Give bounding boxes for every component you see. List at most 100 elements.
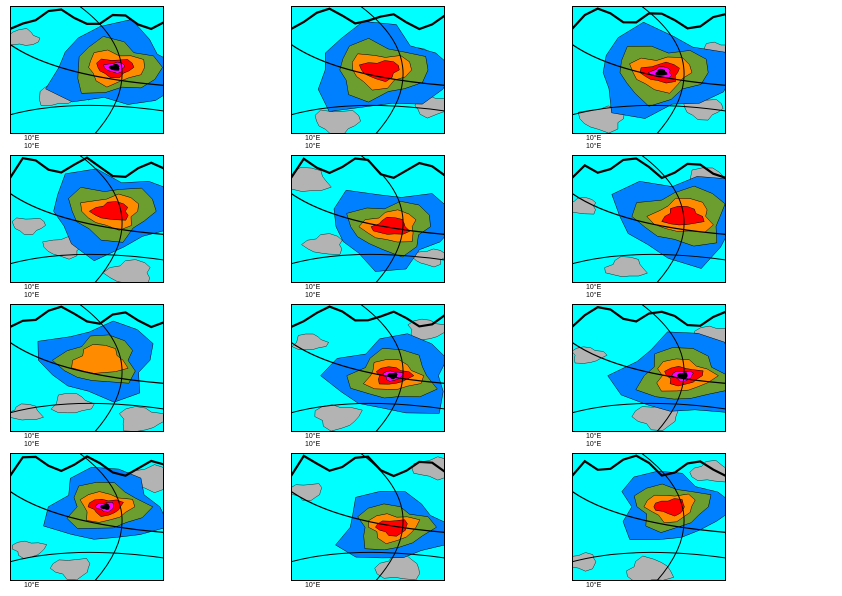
precipitation-map bbox=[10, 6, 164, 134]
longitude-label: 10°E bbox=[24, 582, 40, 589]
longitude-label: 10°E bbox=[586, 433, 602, 440]
contour-level-6 bbox=[655, 68, 668, 76]
panel-frame bbox=[10, 155, 164, 283]
contour-level-4 bbox=[375, 519, 408, 537]
coastline bbox=[572, 454, 726, 477]
contour-level-6 bbox=[100, 503, 110, 510]
precipitation-map bbox=[291, 6, 445, 134]
coastline bbox=[572, 306, 726, 328]
boundary-line bbox=[291, 402, 445, 414]
boundary-line bbox=[10, 402, 164, 414]
boundary-line bbox=[572, 490, 726, 533]
boundary-line bbox=[291, 192, 445, 235]
boundary-line bbox=[360, 453, 404, 581]
longitude-label: 10°E bbox=[305, 433, 321, 440]
coastline bbox=[10, 305, 164, 329]
precipitation-map bbox=[572, 155, 726, 283]
boundary-line bbox=[79, 155, 123, 283]
longitude-label: 10°E bbox=[305, 441, 321, 448]
panel-frame bbox=[10, 6, 164, 134]
boundary-line bbox=[360, 304, 404, 432]
boundary-line bbox=[291, 104, 445, 116]
map-layers bbox=[291, 453, 445, 581]
map-layers bbox=[291, 6, 445, 134]
map-panel bbox=[10, 453, 164, 581]
boundary-line bbox=[360, 155, 404, 283]
precipitation-map bbox=[572, 304, 726, 432]
coastline bbox=[291, 454, 445, 478]
map-layers bbox=[291, 155, 445, 283]
longitude-label: 10°E bbox=[305, 143, 321, 150]
map-layers bbox=[572, 453, 726, 581]
map-panel bbox=[291, 453, 445, 581]
boundary-line bbox=[572, 253, 726, 265]
panel-frame bbox=[291, 6, 445, 134]
boundary-line bbox=[572, 551, 726, 563]
longitude-label: 10°E bbox=[24, 143, 40, 150]
longitude-label: 10°E bbox=[586, 292, 602, 299]
map-layers bbox=[572, 6, 726, 134]
longitude-label: 10°E bbox=[24, 441, 40, 448]
coastline bbox=[572, 157, 726, 180]
boundary-line bbox=[291, 490, 445, 533]
low-shade-region bbox=[119, 406, 164, 432]
panel-frame bbox=[10, 304, 164, 432]
map-panel bbox=[291, 6, 445, 134]
longitude-label: 10°E bbox=[586, 143, 602, 150]
low-shade-region bbox=[291, 483, 323, 501]
coastline bbox=[291, 305, 445, 329]
low-shade-region bbox=[301, 233, 343, 255]
contour-level-4 bbox=[370, 216, 411, 235]
coastline bbox=[291, 7, 445, 31]
low-shade-region bbox=[12, 217, 46, 235]
longitude-label: 10°E bbox=[586, 441, 602, 448]
boundary-line bbox=[79, 453, 123, 581]
boundary-line bbox=[291, 43, 445, 86]
low-shade-region bbox=[291, 333, 329, 350]
boundary-line bbox=[641, 6, 685, 134]
boundary-line bbox=[572, 402, 726, 414]
longitude-label: 10°E bbox=[586, 135, 602, 142]
longitude-label: 10°E bbox=[305, 135, 321, 142]
map-layers bbox=[572, 155, 726, 283]
boundary-line bbox=[360, 6, 404, 134]
precipitation-map bbox=[10, 155, 164, 283]
longitude-label: 10°E bbox=[24, 284, 40, 291]
low-shade-region bbox=[11, 540, 48, 559]
boundary-line bbox=[79, 304, 123, 432]
boundary-line bbox=[291, 551, 445, 563]
contour-level-6 bbox=[108, 63, 120, 71]
boundary-line bbox=[10, 43, 164, 86]
map-panel bbox=[10, 155, 164, 283]
low-shade-region bbox=[374, 553, 420, 581]
boundary-line bbox=[79, 6, 123, 134]
longitude-label: 10°E bbox=[586, 284, 602, 291]
longitude-label: 10°E bbox=[586, 582, 602, 589]
map-panel bbox=[10, 304, 164, 432]
map-layers bbox=[572, 304, 726, 432]
precipitation-map bbox=[572, 453, 726, 581]
boundary-line bbox=[641, 304, 685, 432]
low-shade-region bbox=[572, 346, 608, 364]
map-panel bbox=[572, 453, 726, 581]
panel-frame bbox=[291, 155, 445, 283]
boundary-line bbox=[572, 43, 726, 86]
boundary-line bbox=[572, 104, 726, 116]
longitude-label: 10°E bbox=[305, 292, 321, 299]
longitude-label: 10°E bbox=[24, 135, 40, 142]
low-shade-region bbox=[683, 98, 724, 121]
map-panel bbox=[572, 155, 726, 283]
panel-frame bbox=[572, 453, 726, 581]
low-shade-region bbox=[572, 197, 597, 215]
longitude-label: 10°E bbox=[305, 582, 321, 589]
precipitation-map bbox=[291, 453, 445, 581]
precipitation-map bbox=[10, 453, 164, 581]
panel-frame bbox=[572, 155, 726, 283]
coastline bbox=[291, 157, 445, 179]
coastline bbox=[10, 156, 164, 179]
map-panel bbox=[572, 304, 726, 432]
map-panel bbox=[291, 304, 445, 432]
longitude-label: 10°E bbox=[24, 292, 40, 299]
map-panel bbox=[10, 6, 164, 134]
map-layers bbox=[10, 155, 164, 283]
